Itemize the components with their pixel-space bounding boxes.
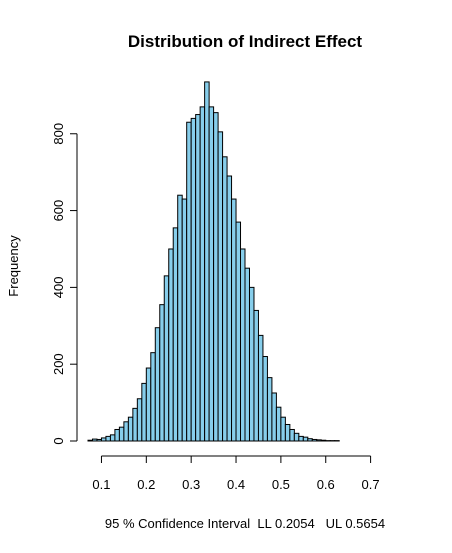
- histogram-bar: [231, 198, 237, 442]
- y-tick-label: 800: [51, 123, 66, 145]
- histogram-bar: [320, 439, 327, 442]
- x-tick-label: 0.7: [362, 477, 380, 492]
- histogram-bar: [145, 367, 152, 442]
- histogram-bar: [257, 334, 264, 442]
- histogram-bar: [226, 175, 233, 442]
- x-tick-label: 0.6: [317, 477, 335, 492]
- histogram-bar: [244, 267, 250, 442]
- histogram-bar: [248, 286, 255, 442]
- y-axis-label: Frequency: [6, 235, 21, 297]
- x-tick-label: 0.5: [272, 477, 290, 492]
- x-axis: 0.1 0.2 0.3 0.4 0.5 0.6 0.7: [92, 455, 380, 492]
- y-tick-label: 0: [51, 437, 66, 444]
- histogram-bar: [266, 377, 273, 442]
- histogram-bar: [96, 438, 102, 442]
- histogram-bar: [298, 435, 304, 442]
- chart-title: Distribution of Indirect Effect: [128, 32, 363, 51]
- histogram-bar: [87, 439, 93, 442]
- histogram-bar: [163, 275, 170, 442]
- histogram-bar: [114, 428, 120, 442]
- histogram-bar: [208, 106, 215, 442]
- histogram-bar: [132, 407, 138, 442]
- histogram-bar: [213, 112, 219, 442]
- histogram-bar: [271, 392, 277, 442]
- histogram-bar: [316, 439, 322, 442]
- histogram-bar: [293, 432, 300, 442]
- histogram-bar: [235, 221, 242, 442]
- histogram-bar: [150, 352, 156, 442]
- bars-group: [87, 81, 340, 442]
- histogram-bar: [118, 426, 125, 442]
- histogram-bar: [217, 131, 224, 442]
- y-tick-label: 400: [51, 277, 66, 299]
- histogram-bar: [302, 436, 309, 442]
- histogram-bar: [262, 356, 268, 442]
- histogram-bar: [307, 438, 313, 442]
- histogram-bar: [91, 438, 98, 442]
- histogram-bar: [222, 156, 228, 442]
- x-tick-label: 0.2: [137, 477, 155, 492]
- histogram-bar: [240, 248, 246, 442]
- x-axis-label: 95 % Confidence Interval LL 0.2054 UL 0.…: [105, 516, 385, 531]
- histogram-bar: [141, 382, 147, 442]
- histogram-bar: [168, 248, 174, 442]
- x-tick-label: 0.1: [92, 477, 110, 492]
- x-tick-label: 0.3: [182, 477, 200, 492]
- histogram-bar: [253, 309, 259, 442]
- histogram-bar: [159, 304, 165, 442]
- histogram-bar: [181, 198, 188, 442]
- histogram-bar: [280, 416, 286, 442]
- histogram-bar: [186, 121, 192, 442]
- histogram-bar: [127, 416, 134, 442]
- histogram-bar: [284, 423, 291, 442]
- histogram-bar: [172, 227, 179, 442]
- histogram-bar: [123, 421, 129, 442]
- y-tick-label: 200: [51, 353, 66, 375]
- histogram-bar: [289, 428, 295, 442]
- histogram-bar: [204, 81, 210, 442]
- histogram-bar: [105, 435, 111, 442]
- histogram-bar: [136, 398, 143, 442]
- histogram-bar: [275, 406, 282, 442]
- x-tick-label: 0.4: [227, 477, 245, 492]
- histogram-bar: [100, 437, 107, 442]
- y-axis: 0 200 400 600 800: [51, 123, 78, 445]
- histogram-bar: [154, 327, 161, 442]
- histogram-bar: [195, 114, 201, 442]
- histogram-bar: [109, 434, 116, 442]
- histogram-bar: [177, 194, 183, 442]
- y-tick-label: 600: [51, 200, 66, 222]
- histogram-bar: [199, 106, 206, 442]
- histogram-bar: [190, 117, 197, 442]
- histogram-bar: [311, 438, 318, 442]
